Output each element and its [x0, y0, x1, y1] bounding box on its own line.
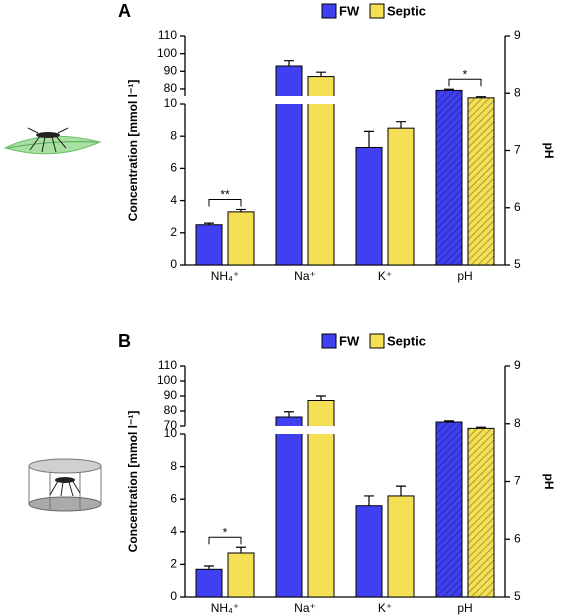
y-axis-label: Concentration [mmol l⁻¹] [126, 411, 140, 553]
significance-label: * [463, 67, 468, 81]
axis-break [275, 426, 303, 434]
bar [467, 97, 495, 266]
significance-bracket [448, 78, 482, 87]
y-tick-label: 100 [157, 373, 177, 387]
error-bar [284, 411, 294, 417]
legend-swatch [321, 333, 337, 349]
y2-tick-label: 6 [514, 200, 521, 214]
bar [195, 224, 223, 266]
y2-tick-label: 5 [514, 589, 521, 603]
y-tick-label: 4 [170, 524, 177, 538]
error-bar [316, 395, 326, 401]
y2-tick-label: 9 [514, 358, 521, 372]
y-tick-label: 80 [164, 81, 178, 95]
bar [435, 89, 463, 266]
bar [467, 427, 495, 598]
leaf-icon [3, 127, 102, 155]
x-tick-label: Na⁺ [294, 269, 316, 283]
y-axis-label: Concentration [mmol l⁻¹] [126, 80, 140, 222]
y-tick-label: 6 [170, 161, 177, 175]
y-tick-label: 2 [170, 557, 177, 571]
error-bar [396, 485, 406, 496]
x-tick-label: pH [457, 269, 472, 283]
y-tick-label: 10 [164, 96, 178, 110]
y-tick-label: 8 [170, 459, 177, 473]
error-bar [204, 565, 214, 570]
y2-tick-label: 8 [514, 416, 521, 430]
panel-label: A [118, 1, 131, 21]
error-bar [364, 495, 374, 506]
error-bar [396, 121, 406, 129]
axis-break [307, 96, 335, 104]
legend-label: Septic [387, 333, 426, 348]
y-tick-label: 10 [164, 426, 178, 440]
axis-break [275, 96, 303, 104]
bar [355, 146, 383, 266]
y2-tick-label: 7 [514, 474, 521, 488]
significance-label: * [223, 525, 228, 539]
y2-tick-label: 9 [514, 28, 521, 42]
y2-tick-label: 6 [514, 531, 521, 545]
y-tick-label: 110 [158, 358, 177, 372]
legend-swatch [369, 333, 385, 349]
y-tick-label: 110 [158, 28, 177, 42]
y-tick-label: 0 [170, 257, 177, 271]
bar [387, 127, 415, 266]
y-tick-label: 4 [170, 193, 177, 207]
x-tick-label: NH₄⁺ [211, 269, 240, 283]
bar [355, 505, 383, 598]
y-tick-label: 8 [170, 128, 177, 142]
y2-tick-label: 7 [514, 143, 521, 157]
error-bar [236, 208, 246, 212]
error-bar [444, 420, 454, 423]
panel-label: B [118, 331, 131, 351]
x-tick-label: K⁺ [378, 269, 392, 283]
bar [227, 552, 255, 598]
significance-bracket [208, 536, 242, 545]
legend-swatch [321, 3, 337, 19]
error-bar [364, 130, 374, 148]
x-tick-label: Na⁺ [294, 601, 316, 615]
bar [227, 211, 255, 266]
y2-tick-label: 8 [514, 85, 521, 99]
legend-label: FW [339, 333, 360, 348]
y2-axis-label: pH [542, 143, 556, 159]
error-bar [476, 96, 486, 98]
axis-break [307, 426, 335, 434]
legend-swatch [369, 3, 385, 19]
error-bar [284, 60, 294, 66]
legend-label: FW [339, 3, 360, 18]
bar [275, 65, 303, 266]
y2-tick-label: 5 [514, 257, 521, 271]
y2-axis-label: pH [542, 474, 556, 490]
significance-bracket [208, 198, 242, 207]
y-tick-label: 6 [170, 491, 177, 505]
y-tick-label: 90 [164, 63, 178, 77]
y-tick-label: 100 [157, 46, 177, 60]
legend-label: Septic [387, 3, 426, 18]
bar [195, 568, 223, 598]
error-bar [316, 71, 326, 77]
significance-label: ** [220, 188, 230, 202]
error-bar [476, 426, 486, 429]
bar [435, 421, 463, 598]
y-tick-label: 70 [164, 418, 178, 432]
x-tick-label: NH₄⁺ [211, 601, 240, 615]
bar [307, 76, 335, 266]
bar [275, 416, 303, 598]
bar [387, 495, 415, 598]
y-tick-label: 2 [170, 225, 177, 239]
y-tick-label: 0 [170, 589, 177, 603]
x-tick-label: K⁺ [378, 601, 392, 615]
y-tick-label: 80 [164, 403, 178, 417]
y-tick-label: 90 [164, 388, 178, 402]
error-bar [204, 222, 214, 225]
cage-icon [28, 458, 102, 512]
x-tick-label: pH [457, 601, 472, 615]
error-bar [236, 546, 246, 553]
error-bar [444, 88, 454, 91]
